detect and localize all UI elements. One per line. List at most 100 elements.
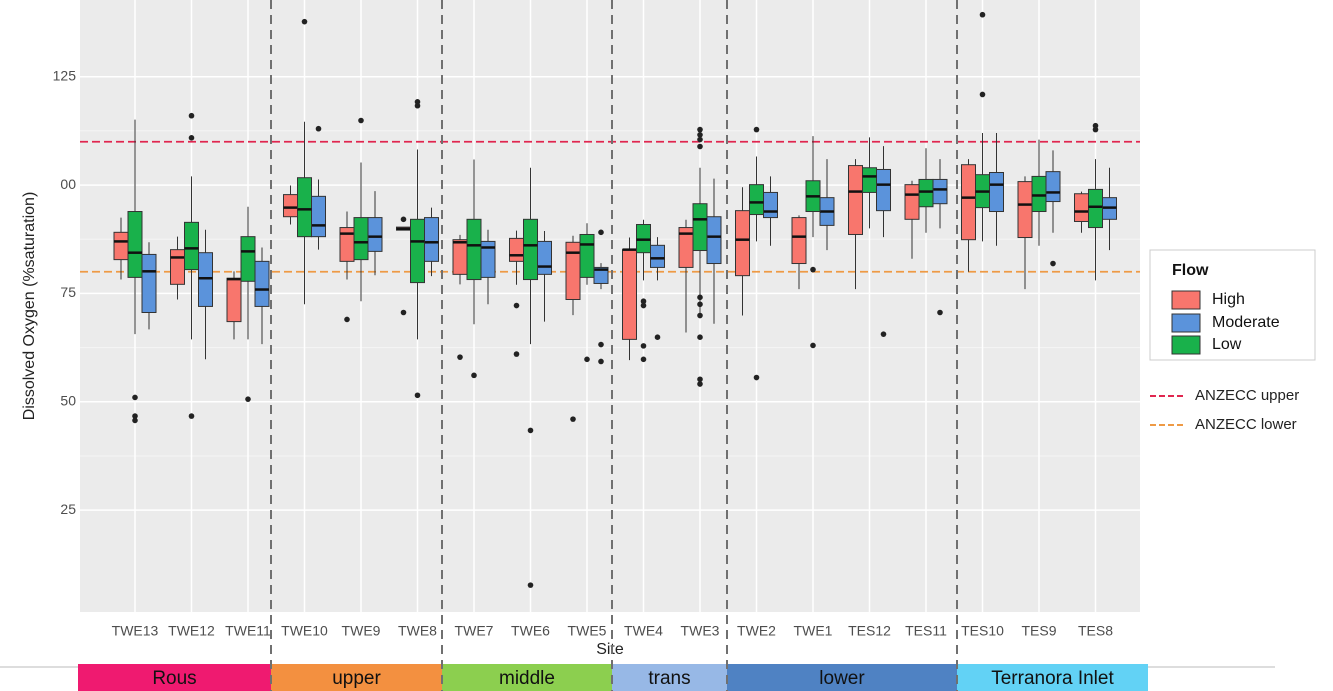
box: [184, 221, 199, 271]
outlier: [414, 102, 421, 109]
box: [989, 172, 1004, 213]
box: [1045, 171, 1061, 203]
region-band: [612, 664, 727, 691]
y-tick-label: 50: [60, 392, 76, 408]
outlier: [570, 416, 576, 422]
y-tick-label: 125: [53, 67, 77, 83]
x-tick-label: TWE1: [794, 623, 833, 639]
box: [509, 237, 524, 262]
box: [283, 194, 298, 218]
x-tick-label: TWE8: [398, 623, 437, 639]
y-tick-label: 75: [60, 284, 76, 300]
outlier: [697, 126, 703, 133]
x-tick-label: TWE6: [511, 623, 550, 639]
x-tick-label: TWE7: [455, 623, 494, 639]
box: [791, 217, 807, 265]
outlier: [400, 309, 407, 316]
region-label: upper: [332, 668, 381, 689]
x-tick-label: TES10: [961, 623, 1004, 639]
outlier: [414, 392, 421, 399]
outlier: [1092, 122, 1099, 129]
box: [650, 244, 665, 268]
box: [1088, 188, 1103, 229]
outlier: [810, 342, 816, 349]
legend-label: ANZECC lower: [1195, 416, 1297, 433]
x-tick-label: TES11: [905, 623, 947, 639]
outlier: [937, 309, 943, 316]
x-tick-label: TES9: [1021, 623, 1056, 639]
y-axis-title: Dissolved Oxygen (%saturation): [21, 192, 38, 421]
outlier: [654, 334, 661, 341]
box: [353, 217, 369, 261]
region-band: [957, 664, 1148, 691]
outlier: [344, 316, 350, 323]
outlier: [527, 427, 534, 434]
legend-key: [1171, 335, 1201, 355]
outlier: [697, 131, 703, 138]
outlier: [315, 125, 322, 132]
box: [763, 191, 778, 219]
box: [918, 178, 934, 208]
outlier: [414, 99, 421, 105]
outlier: [188, 112, 195, 119]
region-band: [271, 664, 442, 691]
outlier: [697, 136, 703, 143]
box: [862, 167, 877, 193]
box: [692, 203, 708, 252]
outlier: [979, 11, 986, 18]
legend-title: Flow: [1172, 262, 1209, 279]
outlier: [598, 229, 604, 236]
region-band: [727, 664, 957, 691]
x-tick-label: TWE10: [281, 623, 328, 639]
box: [706, 216, 722, 265]
box: [198, 252, 213, 307]
x-tick-label: TWE5: [568, 623, 607, 639]
box: [424, 217, 439, 262]
outlier: [132, 413, 138, 419]
box: [1017, 181, 1033, 239]
outlier: [753, 126, 760, 133]
box: [311, 195, 326, 238]
box: [848, 165, 863, 235]
box: [452, 239, 468, 275]
x-tick-label: TES8: [1078, 623, 1113, 639]
outlier: [1092, 126, 1099, 133]
region-band: [442, 664, 612, 691]
box: [876, 168, 891, 212]
box: [749, 184, 764, 216]
outlier: [527, 582, 534, 588]
box: [622, 249, 637, 340]
box: [466, 218, 482, 281]
x-tick-label: TES12: [848, 623, 891, 639]
outlier: [513, 351, 520, 357]
outlier: [358, 117, 364, 124]
outlier: [979, 91, 986, 98]
outlier: [245, 396, 251, 402]
y-tick-label: 00: [60, 176, 76, 192]
box: [1031, 175, 1047, 213]
x-tick-label: TWE9: [342, 623, 381, 639]
outlier: [697, 381, 703, 387]
outlier: [188, 413, 195, 419]
region-label: lower: [819, 668, 865, 689]
box: [579, 233, 595, 278]
box: [537, 240, 552, 275]
outlier: [400, 216, 407, 223]
box: [141, 253, 157, 314]
x-tick-label: TWE2: [737, 623, 776, 639]
x-tick-label: TWE11: [225, 623, 271, 639]
outlier: [640, 302, 647, 309]
legend-label: Low: [1212, 336, 1242, 353]
outlier: [640, 343, 647, 349]
outlier: [753, 374, 760, 381]
box: [113, 231, 129, 261]
outlier: [584, 356, 590, 363]
box: [240, 236, 256, 282]
x-tick-label: TWE12: [168, 623, 215, 639]
outlier: [513, 302, 520, 309]
box: [367, 217, 383, 252]
legend-key: [1171, 313, 1201, 333]
outlier: [640, 298, 647, 305]
outlier: [598, 358, 604, 365]
